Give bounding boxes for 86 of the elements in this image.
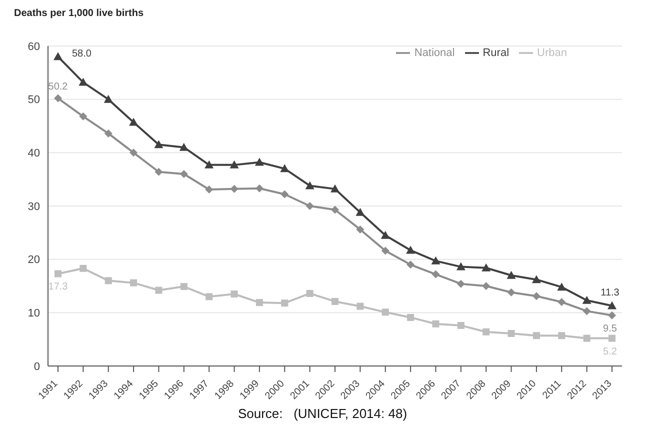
source-note: Source: (UNICEF, 2014: 48) (236, 406, 408, 421)
point (54, 52, 62, 60)
data-label: 5.2 (603, 346, 618, 358)
point (332, 298, 338, 305)
data-label: 50.2 (48, 81, 68, 92)
data-label: 58.0 (72, 48, 92, 60)
point (104, 277, 112, 284)
y-tick-label: 30 (28, 200, 40, 213)
point (582, 296, 592, 304)
data-label: 11.3 (600, 288, 620, 299)
point (582, 307, 591, 316)
point (306, 290, 314, 297)
point (532, 332, 540, 340)
point (79, 112, 88, 120)
y-tick-label: 20 (28, 254, 40, 266)
legend-label: National (414, 46, 455, 59)
point (356, 225, 364, 234)
point (482, 328, 490, 336)
point (507, 288, 516, 296)
point (154, 168, 163, 176)
point (506, 270, 516, 279)
data-label: 9.5 (603, 323, 618, 334)
point (330, 184, 340, 192)
point (608, 301, 616, 310)
y-tick-label: 10 (28, 308, 40, 320)
point (608, 311, 616, 320)
point (406, 246, 416, 254)
point (230, 184, 238, 193)
point (356, 208, 365, 216)
point (557, 282, 566, 291)
point (456, 280, 465, 288)
point (130, 279, 138, 286)
point (256, 299, 263, 306)
point (532, 292, 540, 300)
point (583, 334, 590, 342)
point (281, 300, 288, 307)
point (432, 320, 440, 328)
point (280, 164, 290, 172)
point (104, 129, 112, 138)
data-label: 17.3 (48, 282, 68, 293)
point (508, 330, 515, 337)
point (280, 190, 289, 198)
point (306, 202, 314, 210)
point (558, 298, 566, 306)
point (179, 142, 188, 151)
legend-label: Rural (482, 46, 510, 59)
point (205, 185, 214, 194)
point (155, 286, 162, 294)
point (356, 302, 364, 310)
point (129, 118, 138, 126)
y-tick-label: 50 (28, 94, 40, 106)
point (407, 314, 414, 321)
y-axis-title: Deaths per 1,000 live births (14, 8, 145, 21)
point (206, 293, 213, 300)
point (254, 158, 264, 166)
y-tick-label: 0 (34, 360, 40, 373)
point (180, 283, 188, 290)
point (382, 308, 389, 316)
point (431, 256, 440, 264)
point (104, 94, 113, 103)
y-tick-label: 40 (28, 148, 40, 160)
point (482, 263, 491, 272)
point (558, 332, 566, 340)
point (406, 260, 415, 269)
point (608, 334, 616, 342)
point (204, 160, 214, 168)
legend-label: Urban (537, 46, 567, 59)
point (457, 322, 464, 329)
point (230, 290, 238, 298)
point (54, 94, 62, 102)
point (532, 275, 541, 284)
point (381, 246, 390, 255)
point (180, 170, 188, 178)
point (305, 181, 314, 190)
point (432, 270, 440, 278)
point (380, 230, 390, 239)
point (130, 148, 138, 157)
point (482, 282, 490, 290)
y-tick-label: 60 (28, 40, 40, 53)
point (331, 206, 339, 214)
point (54, 270, 62, 278)
point (154, 140, 164, 148)
point (456, 262, 466, 270)
point (78, 78, 88, 86)
point (230, 160, 239, 168)
point (80, 264, 87, 272)
